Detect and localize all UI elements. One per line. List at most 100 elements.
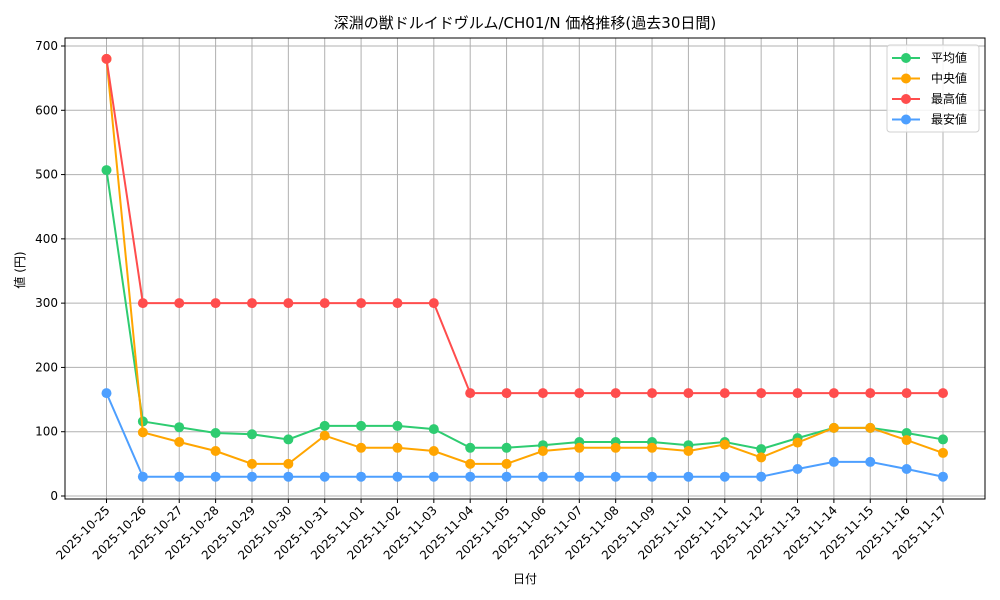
y-tick-label: 0 bbox=[50, 489, 58, 503]
series-最安値 bbox=[101, 388, 948, 482]
x-axis-label: 日付 bbox=[513, 572, 537, 586]
data-point-marker bbox=[610, 388, 621, 399]
data-point-marker bbox=[246, 471, 257, 482]
data-point-marker bbox=[865, 388, 876, 399]
data-point-marker bbox=[392, 471, 403, 482]
data-point-marker bbox=[319, 298, 330, 309]
data-point-marker bbox=[501, 458, 512, 469]
data-point-marker bbox=[719, 471, 730, 482]
data-point-marker bbox=[174, 437, 185, 447]
data-point-marker bbox=[246, 458, 257, 469]
data-point-marker bbox=[828, 422, 839, 433]
data-point-marker bbox=[828, 456, 839, 467]
data-point-marker bbox=[719, 388, 730, 399]
data-point-marker bbox=[683, 388, 694, 399]
data-point-marker bbox=[319, 430, 330, 441]
data-point-marker bbox=[356, 298, 367, 309]
data-point-marker bbox=[901, 388, 912, 399]
data-point-marker bbox=[319, 471, 330, 482]
data-point-marker bbox=[137, 471, 148, 482]
series-平均値 bbox=[101, 165, 948, 455]
data-point-marker bbox=[283, 434, 294, 445]
data-point-marker bbox=[428, 446, 439, 456]
y-axis: 0 100 200 300 400 500 600 700 bbox=[35, 39, 65, 503]
data-point-marker bbox=[210, 428, 221, 438]
data-point-marker bbox=[901, 464, 912, 474]
data-point-marker bbox=[501, 442, 512, 453]
data-point-marker bbox=[756, 444, 767, 455]
data-point-marker bbox=[428, 471, 439, 482]
data-point-marker bbox=[174, 422, 185, 433]
data-point-marker bbox=[756, 388, 767, 399]
data-point-marker bbox=[101, 53, 112, 64]
data-point-marker bbox=[683, 446, 694, 456]
data-point-marker bbox=[901, 435, 912, 446]
data-point-marker bbox=[865, 456, 876, 467]
x-axis: 2025-10-252025-10-262025-10-272025-10-28… bbox=[53, 499, 949, 562]
data-point-marker bbox=[537, 446, 548, 456]
data-point-marker bbox=[647, 471, 658, 482]
data-point-marker bbox=[792, 464, 803, 474]
data-point-marker bbox=[246, 429, 257, 440]
y-tick-label: 400 bbox=[35, 232, 58, 246]
legend-label: 最高値 bbox=[931, 91, 967, 106]
data-point-marker bbox=[319, 420, 330, 431]
legend-item: 最高値 bbox=[892, 91, 967, 106]
data-point-marker bbox=[356, 420, 367, 431]
data-point-marker bbox=[610, 471, 621, 482]
data-point-marker bbox=[174, 471, 185, 482]
legend-marker-icon bbox=[901, 73, 911, 84]
data-point-marker bbox=[574, 388, 585, 399]
data-point-marker bbox=[392, 442, 403, 453]
data-point-marker bbox=[428, 424, 439, 435]
series-最高値 bbox=[101, 53, 948, 399]
data-point-marker bbox=[938, 471, 948, 482]
series-line bbox=[105, 392, 944, 478]
data-point-marker bbox=[501, 388, 512, 399]
data-point-marker bbox=[210, 298, 221, 309]
legend-label: 中央値 bbox=[931, 71, 967, 86]
data-point-marker bbox=[683, 471, 694, 482]
data-point-marker bbox=[938, 434, 948, 445]
data-point-marker bbox=[392, 420, 403, 431]
legend-label: 平均値 bbox=[931, 50, 967, 65]
data-point-marker bbox=[246, 298, 257, 309]
data-point-marker bbox=[283, 471, 294, 482]
data-point-marker bbox=[465, 458, 476, 469]
series-line bbox=[105, 58, 943, 395]
data-point-marker bbox=[283, 458, 294, 469]
data-point-marker bbox=[137, 427, 148, 438]
grid-lines bbox=[65, 38, 985, 499]
data-point-marker bbox=[465, 471, 476, 482]
data-point-marker bbox=[792, 388, 803, 399]
data-point-marker bbox=[356, 471, 367, 482]
data-point-marker bbox=[574, 442, 585, 453]
data-point-marker bbox=[465, 388, 476, 399]
chart-title: 深淵の獣ドルイドヴルム/CH01/N 価格推移(過去30日間) bbox=[334, 14, 716, 32]
data-point-marker bbox=[137, 416, 148, 427]
legend-item: 平均値 bbox=[892, 50, 967, 65]
data-point-marker bbox=[210, 471, 221, 482]
data-point-marker bbox=[792, 437, 803, 448]
y-tick-label: 100 bbox=[35, 425, 58, 439]
legend-marker-icon bbox=[901, 53, 911, 63]
data-point-marker bbox=[465, 442, 476, 453]
legend-label: 最安値 bbox=[931, 112, 967, 127]
data-point-marker bbox=[101, 388, 112, 399]
series-line bbox=[105, 169, 944, 451]
data-point-marker bbox=[756, 471, 767, 482]
data-point-marker bbox=[392, 298, 403, 309]
series-line bbox=[105, 58, 944, 465]
data-point-marker bbox=[719, 439, 730, 450]
data-point-marker bbox=[901, 428, 912, 438]
data-point-marker bbox=[428, 298, 439, 309]
data-point-marker bbox=[574, 471, 585, 482]
legend-item: 中央値 bbox=[892, 71, 967, 86]
data-point-marker bbox=[610, 442, 621, 453]
data-point-marker bbox=[647, 442, 658, 453]
legend-marker-icon bbox=[901, 94, 911, 104]
legend-item: 最安値 bbox=[892, 112, 967, 127]
legend-marker-icon bbox=[901, 114, 911, 125]
